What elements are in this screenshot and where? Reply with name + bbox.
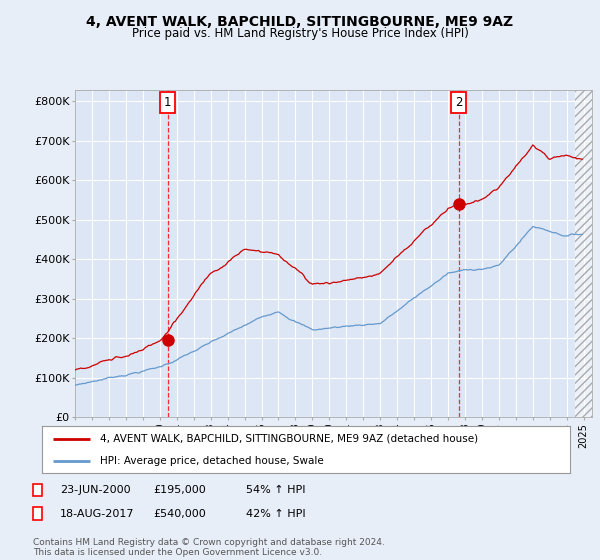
Text: 1: 1 <box>164 96 172 109</box>
Text: 54% ↑ HPI: 54% ↑ HPI <box>246 485 305 495</box>
Text: 2: 2 <box>455 96 463 109</box>
Bar <box>160 92 175 113</box>
Text: Contains HM Land Registry data © Crown copyright and database right 2024.
This d: Contains HM Land Registry data © Crown c… <box>33 538 385 557</box>
Text: 18-AUG-2017: 18-AUG-2017 <box>60 508 134 519</box>
Text: HPI: Average price, detached house, Swale: HPI: Average price, detached house, Swal… <box>100 456 324 466</box>
Text: 4, AVENT WALK, BAPCHILD, SITTINGBOURNE, ME9 9AZ: 4, AVENT WALK, BAPCHILD, SITTINGBOURNE, … <box>86 15 514 29</box>
Text: £540,000: £540,000 <box>153 508 206 519</box>
Bar <box>451 92 466 113</box>
Bar <box>575 90 592 417</box>
Text: 1: 1 <box>34 485 41 495</box>
Text: 2: 2 <box>34 508 41 519</box>
Text: £195,000: £195,000 <box>153 485 206 495</box>
Text: 42% ↑ HPI: 42% ↑ HPI <box>246 508 305 519</box>
Text: 4, AVENT WALK, BAPCHILD, SITTINGBOURNE, ME9 9AZ (detached house): 4, AVENT WALK, BAPCHILD, SITTINGBOURNE, … <box>100 434 478 444</box>
Text: Price paid vs. HM Land Registry's House Price Index (HPI): Price paid vs. HM Land Registry's House … <box>131 27 469 40</box>
Text: 23-JUN-2000: 23-JUN-2000 <box>60 485 131 495</box>
